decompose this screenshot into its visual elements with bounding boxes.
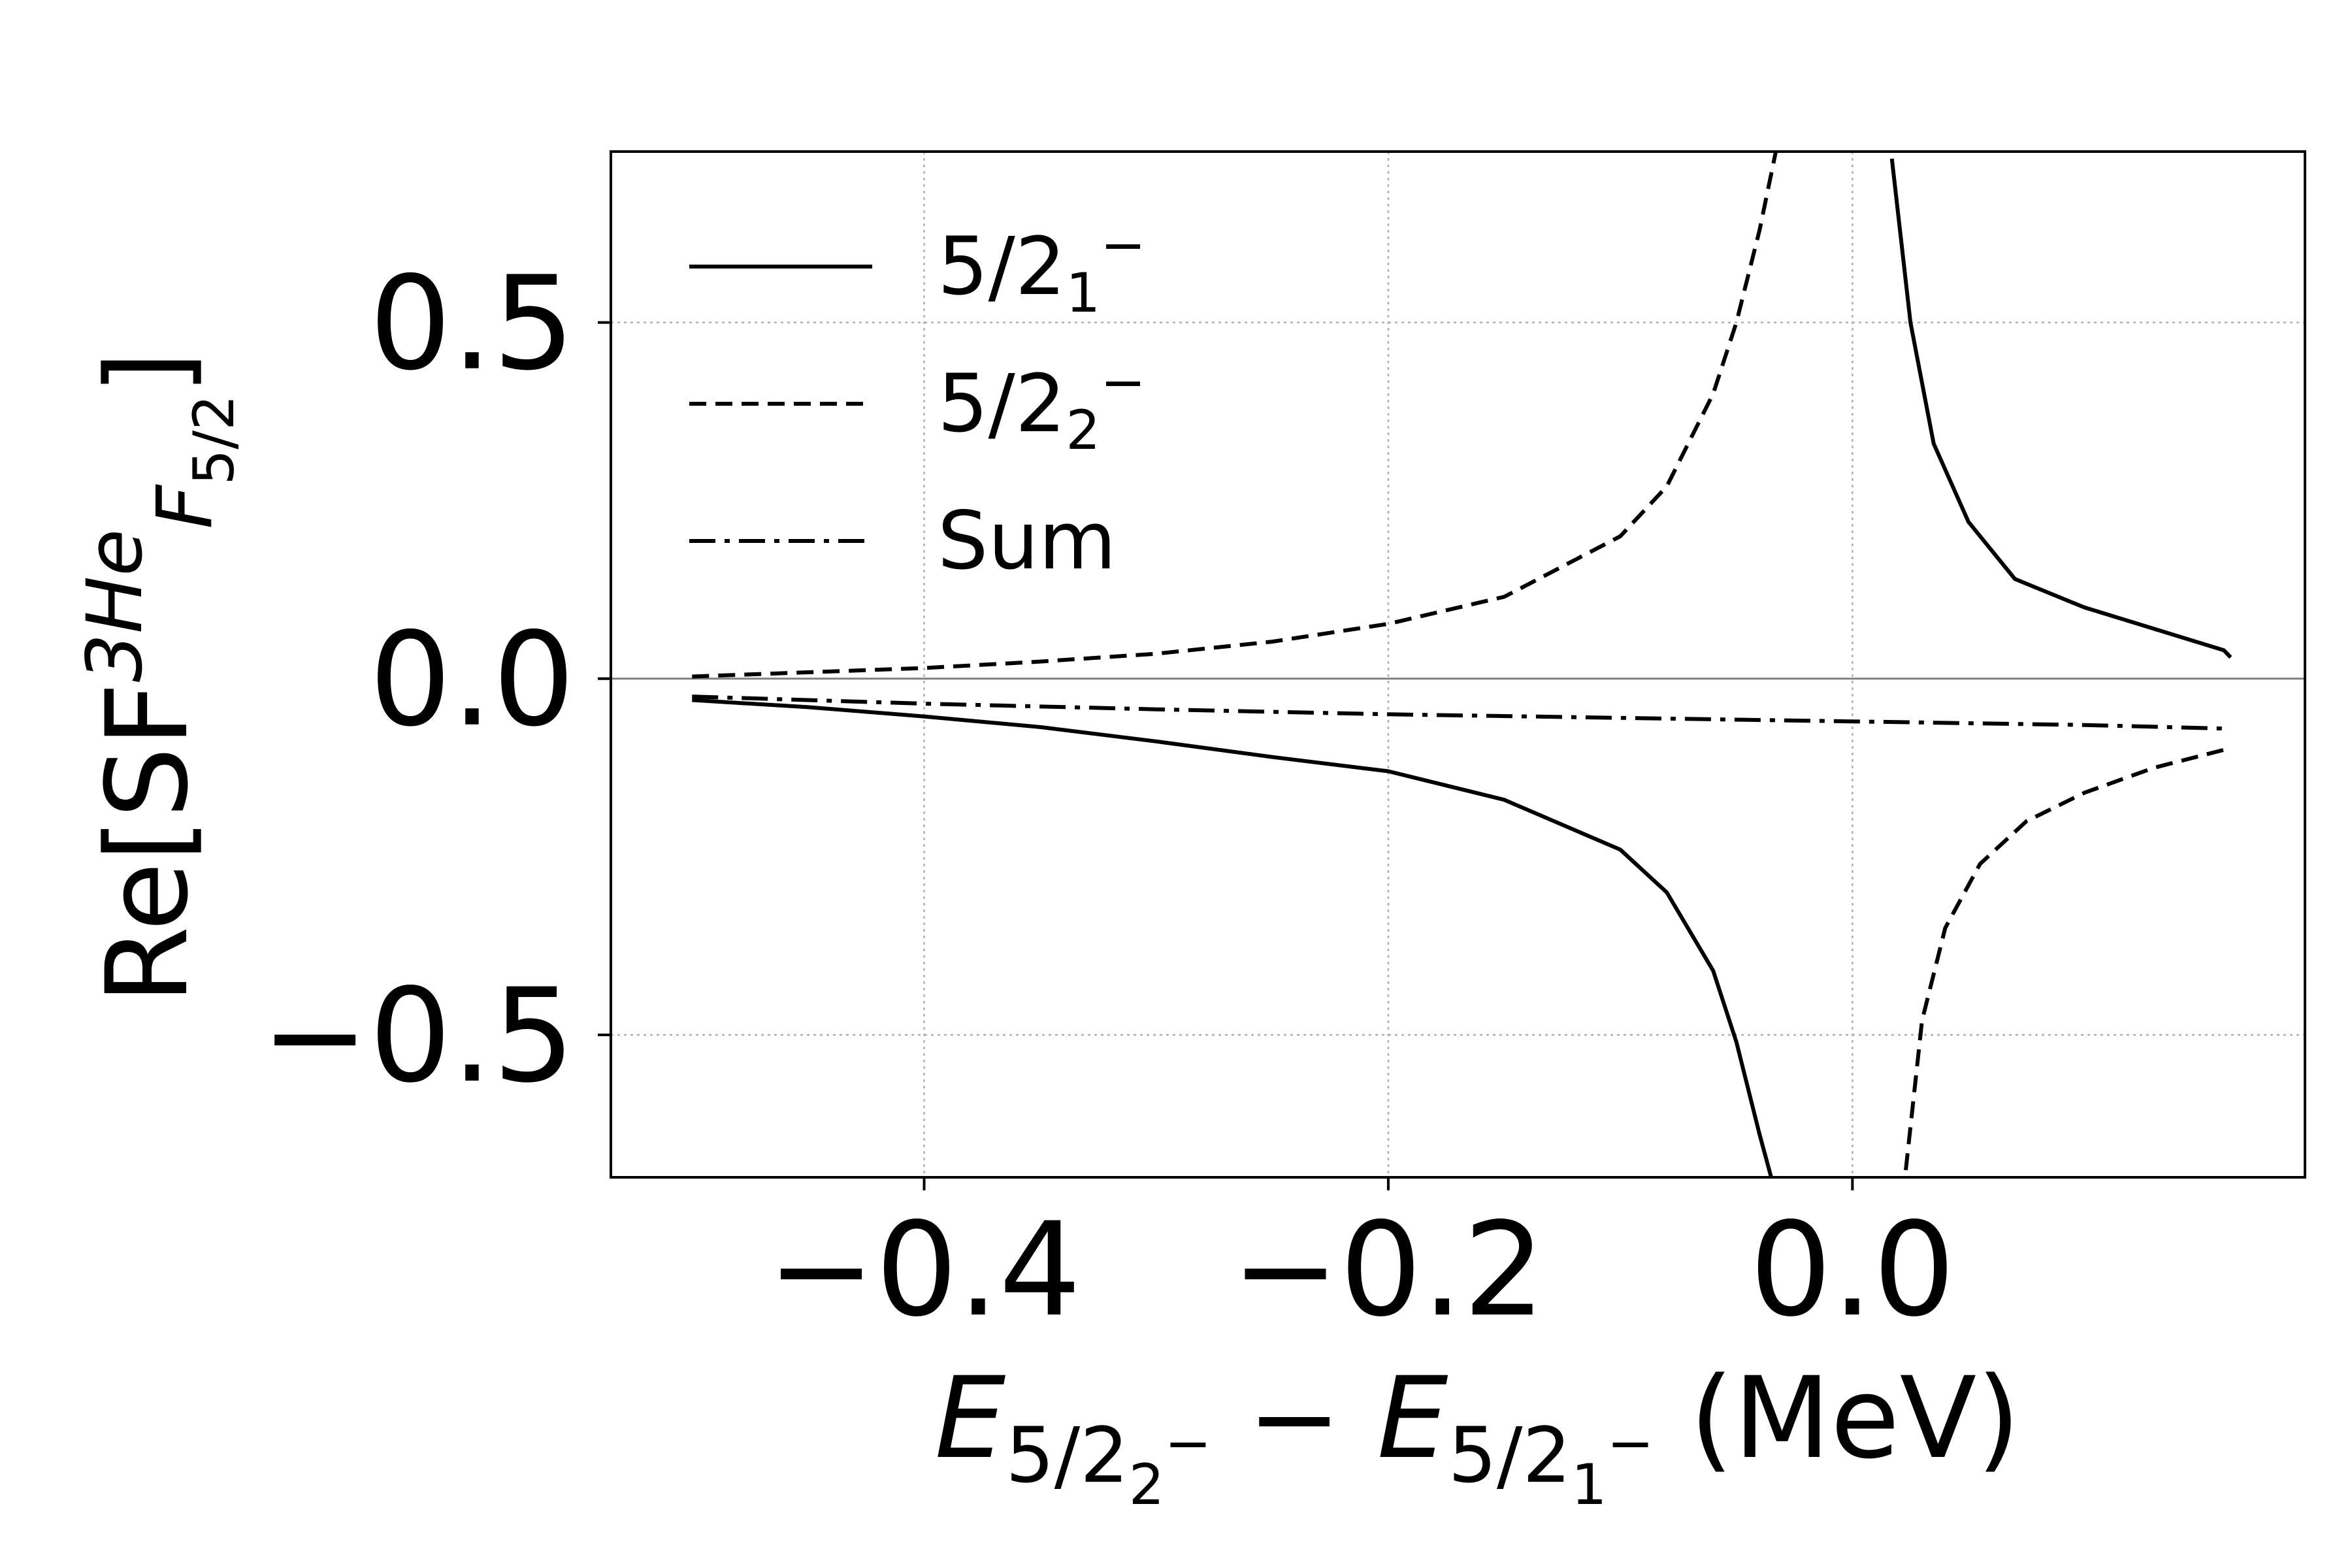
series-0: [692, 158, 2232, 1177]
x-tick-label: −0.4: [767, 1194, 1081, 1345]
series-1-line-segment-1: [1904, 747, 2225, 1171]
plot-area-frame: [610, 150, 2306, 1179]
axis-ticks: −0.4 −0.2 0.0 −0.5 0.0 0.5: [261, 248, 1955, 1345]
series-2-line-segment-0: [692, 694, 2224, 731]
y-tick-label: −0.5: [261, 960, 575, 1111]
legend: 5/21− 5/22− Sum: [689, 214, 1146, 587]
x-tick-label: −0.2: [1232, 1194, 1546, 1345]
series-1: [692, 152, 2225, 1171]
legend-label-1: 5/22−: [938, 351, 1146, 462]
series-0-line-segment-0: [692, 698, 1773, 1177]
y-axis-label: Re[SF3HeF5/2]: [70, 351, 247, 1004]
legend-label-2: Sum: [938, 495, 1117, 587]
x-axis-label: E5/22− − E5/21− (MeV): [935, 1352, 2021, 1518]
grid-lines: [611, 152, 2305, 1177]
series-lines: [692, 152, 2232, 1177]
series-2: [692, 694, 2224, 731]
series-0-line-segment-1: [1889, 158, 2232, 659]
legend-label-0: 5/21−: [938, 214, 1146, 325]
x-tick-label: 0.0: [1750, 1194, 1955, 1345]
series-1-line-segment-0: [692, 152, 1778, 679]
y-tick-label: 0.5: [369, 248, 575, 399]
y-tick-label: 0.0: [369, 604, 575, 755]
